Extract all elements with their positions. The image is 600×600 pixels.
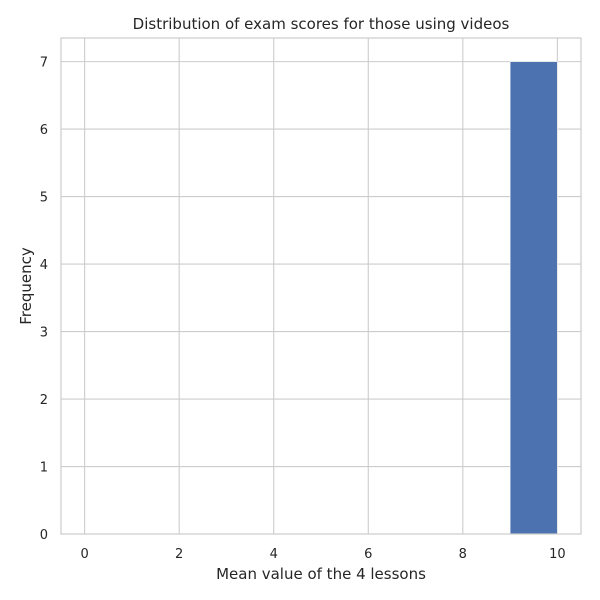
y-tick-label: 7 bbox=[40, 56, 48, 71]
y-tick-label: 4 bbox=[40, 258, 48, 273]
grid-lines bbox=[61, 38, 581, 535]
y-tick-label: 6 bbox=[40, 123, 48, 138]
y-tick-label: 5 bbox=[40, 191, 48, 206]
y-axis-label: Frequency bbox=[17, 247, 35, 325]
x-axis-label: Mean value of the 4 lessons bbox=[216, 565, 426, 583]
x-tick-label: 4 bbox=[270, 547, 278, 562]
x-tick-label: 6 bbox=[364, 547, 372, 562]
y-tick-label: 2 bbox=[40, 393, 48, 408]
plot-frame bbox=[60, 37, 582, 535]
x-tick-labels: 0 2 4 6 8 10 bbox=[80, 547, 565, 562]
x-tick-label: 2 bbox=[175, 547, 183, 562]
x-tick-label: 10 bbox=[549, 547, 566, 562]
y-tick-labels: 0 1 2 3 4 5 6 7 bbox=[40, 56, 48, 543]
y-tick-label: 0 bbox=[40, 528, 48, 543]
bars bbox=[509, 61, 558, 535]
histogram-bar bbox=[509, 61, 558, 535]
x-tick-label: 8 bbox=[459, 547, 467, 562]
chart-title: Distribution of exam scores for those us… bbox=[133, 15, 510, 33]
x-tick-label: 0 bbox=[80, 547, 88, 562]
y-tick-label: 1 bbox=[40, 461, 48, 476]
y-tick-label: 3 bbox=[40, 326, 48, 341]
